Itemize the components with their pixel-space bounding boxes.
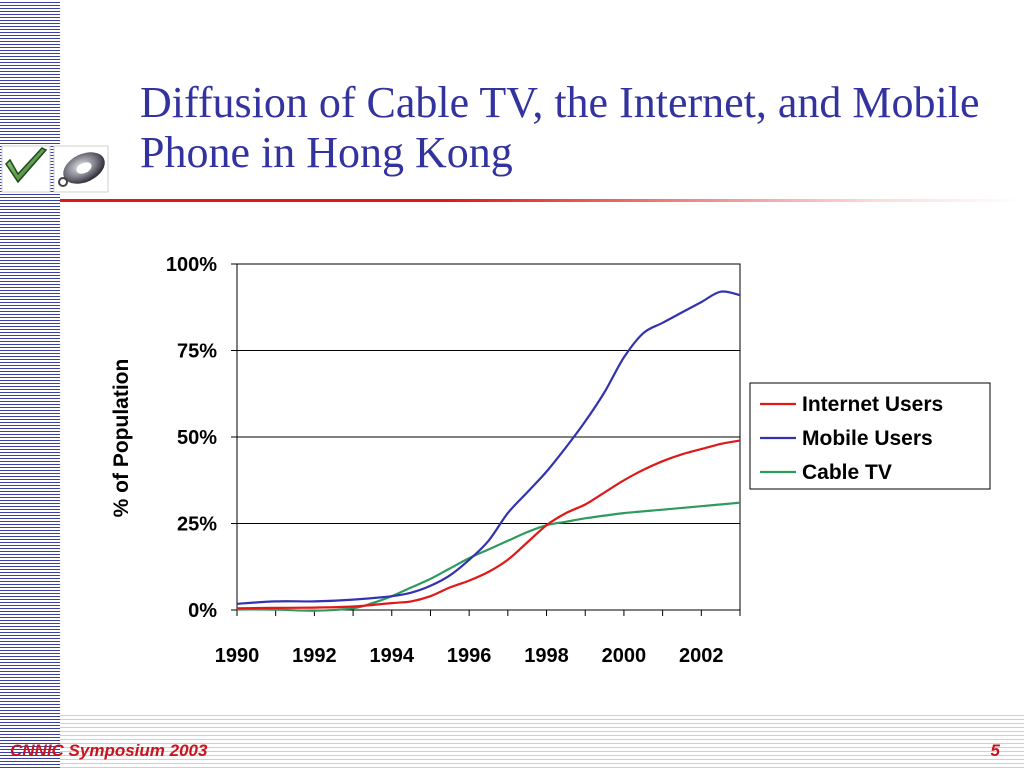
slide-title: Diffusion of Cable TV, the Internet, and… [140,78,980,177]
chart-grid [237,350,740,524]
legend-label-mobile-users: Mobile Users [802,427,933,450]
x-tick-label: 1998 [524,645,569,667]
y-tick-label: 25% [177,514,217,536]
x-tick-label: 1996 [447,645,492,667]
footer-symposium-text: CNNIC Symposium 2003 [10,741,208,760]
x-tick-label: 2000 [602,645,647,667]
y-tick-label: 0% [188,600,217,622]
footer-stripe-decoration [60,712,1024,768]
logo-icon [1,145,109,193]
y-tick-label: 100% [166,254,217,276]
y-tick-label: 75% [177,341,217,363]
x-tick-label: 2002 [679,645,724,667]
x-tick-label: 1990 [215,645,260,667]
legend-label-cable-tv: Cable TV [802,461,892,484]
left-stripe-decoration [0,0,60,768]
x-tick-label: 1994 [370,645,415,667]
footer-page-number: 5 [990,741,1000,760]
chart-legend: Internet Users Mobile Users Cable TV [749,382,991,490]
chart-series [236,290,741,612]
series-line-internet-users [236,439,741,610]
title-underline [60,199,1024,202]
series-line-cable-tv [236,501,741,612]
y-tick-label: 50% [177,427,217,449]
series-line-mobile-users [236,290,741,605]
chart-axes: 0% 25% 50% 75% 100% 1990 1992 1994 1996 1998 2000 2… [166,254,741,667]
y-axis-label: % of Population [110,359,133,518]
legend-label-internet-users: Internet Users [802,393,943,416]
x-tick-label: 1992 [292,645,337,667]
